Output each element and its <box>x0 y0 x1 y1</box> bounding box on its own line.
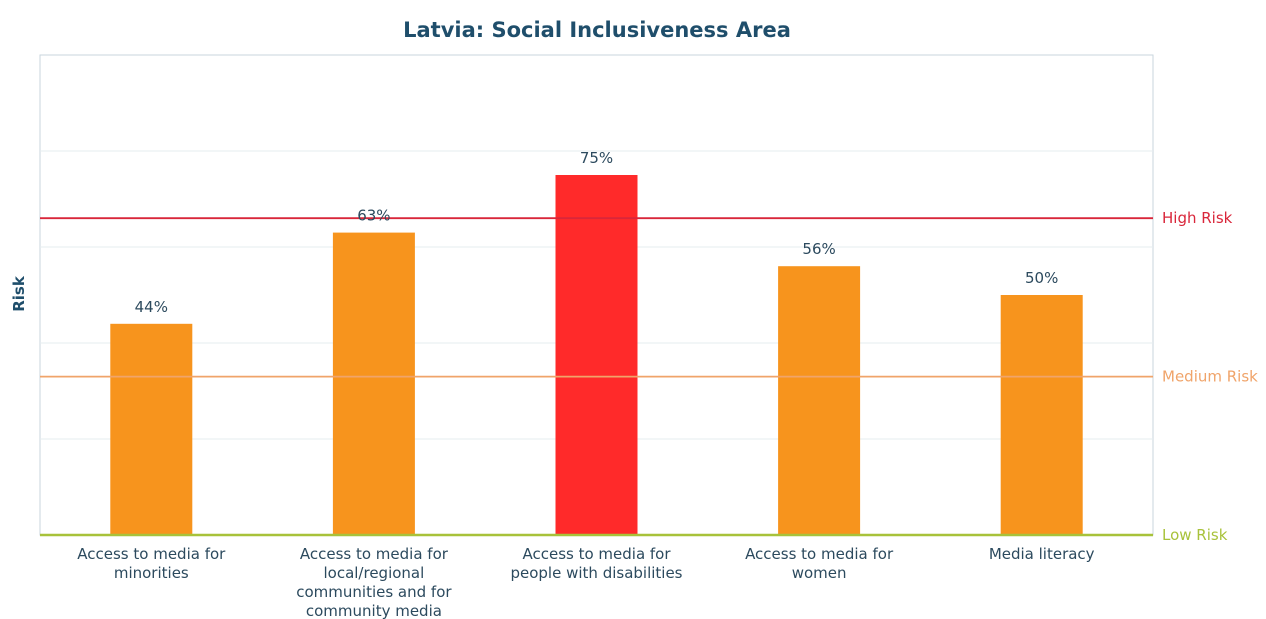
bar-value-label: 44% <box>135 298 168 316</box>
bar-value-label: 63% <box>357 207 390 225</box>
category-label-line: communities and for <box>296 583 452 601</box>
category-label: Media literacy <box>989 545 1095 563</box>
threshold-label: Medium Risk <box>1162 368 1258 386</box>
threshold-label: Low Risk <box>1162 526 1228 544</box>
category-label: Access to media for women <box>745 545 894 582</box>
category-label-line: local/regional <box>323 564 424 582</box>
bar <box>1000 295 1083 535</box>
bar-value-label: 75% <box>580 149 613 167</box>
category-label-line: minorities <box>114 564 189 582</box>
bar-value-label: 50% <box>1025 269 1058 287</box>
category-label-line: people with disabilities <box>510 564 682 582</box>
bar <box>332 232 415 535</box>
bar <box>778 266 861 535</box>
bar <box>555 175 638 535</box>
threshold-label: High Risk <box>1162 209 1233 227</box>
category-label: Access to media for people with disabilit… <box>510 545 682 582</box>
category-label-line: community media <box>306 602 442 619</box>
bars <box>110 175 1083 535</box>
bar <box>110 323 193 535</box>
chart-title: Latvia: Social Inclusiveness Area <box>403 18 791 42</box>
category-label-line: Access to media for <box>522 545 671 563</box>
category-label: Access to media for local/regional communi… <box>296 545 452 619</box>
category-label-line: Media literacy <box>989 545 1095 563</box>
bar-value-label: 56% <box>802 240 835 258</box>
category-label-line: Access to media for <box>745 545 894 563</box>
category-label-line: women <box>792 564 847 582</box>
value-labels: 44% 63% 75% 56% 50% <box>135 149 1059 316</box>
category-label-line: Access to media for <box>77 545 226 563</box>
y-axis-label: Risk <box>10 275 28 312</box>
category-label: Access to media for minorities <box>77 545 226 582</box>
category-label-line: Access to media for <box>300 545 449 563</box>
risk-thresholds: High Risk Medium Risk Low Risk <box>40 209 1258 544</box>
